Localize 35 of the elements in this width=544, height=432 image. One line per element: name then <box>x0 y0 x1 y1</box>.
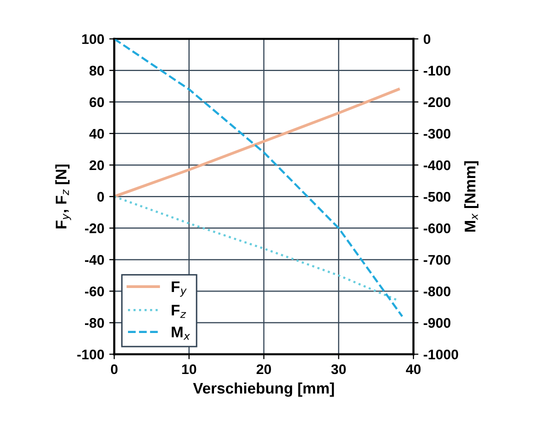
legend-label: F$_{z}$ <box>172 304 186 318</box>
line-series <box>114 88 400 198</box>
legend-label: M$_{x}$ <box>172 326 190 340</box>
y-tick-label: -60 <box>84 286 104 296</box>
x-axis-title: Verschiebung [mm] <box>193 382 334 397</box>
y2-tick-label: -500 <box>424 192 450 202</box>
y2-tick-label: -100 <box>424 66 450 76</box>
y-tick-label: -80 <box>84 318 104 328</box>
y2-tick-label: -1000 <box>424 350 458 360</box>
y2-tick-label: -600 <box>424 223 450 234</box>
y2-tick-label: -700 <box>424 254 450 265</box>
y-tick-label: 20 <box>90 160 104 170</box>
y-tick-label: -40 <box>84 254 104 265</box>
y2-tick-label: -400 <box>424 160 450 170</box>
y2-tick-label: -300 <box>424 128 450 139</box>
y-tick-label: 100 <box>82 34 104 44</box>
line-series <box>114 38 404 318</box>
y2-tick-label: -200 <box>424 97 450 108</box>
y-tick-label: 40 <box>89 128 104 139</box>
x-tick-label: 30 <box>331 364 346 374</box>
x-tick-label: 10 <box>182 364 196 374</box>
x-tick-label: 40 <box>406 364 421 374</box>
y2-tick-label: -900 <box>424 318 450 328</box>
y-tick-label: -20 <box>84 223 104 234</box>
y-tick-label: 80 <box>90 66 104 76</box>
legend-label: F$_{y}$ <box>172 281 187 297</box>
y2-axis-title: M$_{x}$ [Nmm] <box>464 161 478 232</box>
y-tick-label: -100 <box>77 350 104 360</box>
y-tick-label: 0 <box>97 192 104 202</box>
y2-tick-label: -800 <box>424 286 450 296</box>
y2-tick-label: 0 <box>424 34 430 44</box>
y-axis-title: F$_{y}$, F$_{z}$ [N] <box>55 164 72 228</box>
x-tick-label: 20 <box>256 364 271 374</box>
x-tick-label: 0 <box>110 364 118 374</box>
y-tick-label: 60 <box>90 97 104 108</box>
